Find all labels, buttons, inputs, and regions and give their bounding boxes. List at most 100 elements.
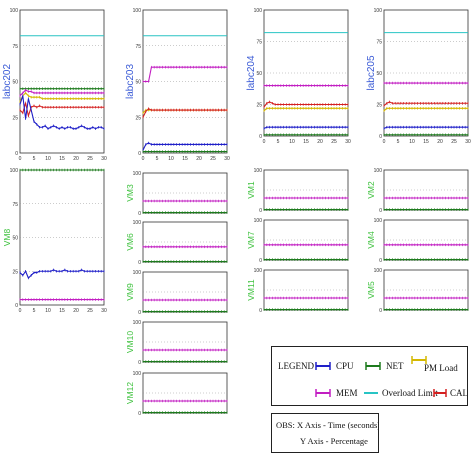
x-tick-label: 5 — [156, 156, 159, 162]
y-tick-label: 100 — [374, 168, 383, 174]
y-tick-label: 0 — [138, 260, 141, 266]
chart-vm12: 0 100 VM12 — [125, 371, 228, 417]
chart-vm3: 0 100 VM3 — [125, 171, 228, 217]
chart-vm11: 0 100 VM11 — [246, 268, 349, 314]
x-tick-label: 5 — [33, 308, 36, 314]
y-tick-label: 25 — [12, 115, 18, 121]
y-tick-label: 75 — [135, 44, 141, 50]
chart-vm10: 0 100 VM10 — [125, 320, 228, 366]
y-tick-label: 100 — [133, 220, 142, 226]
legend-box: LEGEND CPU NET PM Load MEM Overload Limi… — [271, 346, 468, 406]
y-tick-label: 0 — [138, 310, 141, 316]
x-tick-label: 25 — [210, 156, 216, 162]
y-tick-label: 100 — [254, 268, 263, 274]
y-tick-label: 75 — [256, 40, 262, 46]
y-tick-label: 0 — [138, 411, 141, 417]
chart-title: VM7 — [246, 231, 256, 249]
x-tick-label: 20 — [73, 308, 79, 314]
obs-box: OBS: X Axis - Time (seconds) Y Axis - Pe… — [271, 413, 380, 453]
x-tick-label: 30 — [465, 139, 471, 145]
chart-title: VM10 — [125, 331, 135, 353]
x-tick-label: 15 — [59, 308, 65, 314]
chart-title: VM11 — [246, 279, 256, 301]
x-tick-label: 15 — [423, 139, 429, 145]
y-tick-label: 100 — [254, 218, 263, 224]
y-tick-label: 0 — [379, 134, 382, 140]
y-tick-label: 0 — [259, 208, 262, 214]
y-tick-label: 75 — [12, 202, 18, 208]
chart-title: labc204 — [246, 55, 257, 90]
x-tick-label: 5 — [277, 139, 280, 145]
legend-mem: MEM — [336, 388, 358, 398]
x-tick-label: 25 — [451, 139, 457, 145]
chart-title: VM3 — [125, 184, 135, 202]
y-tick-label: 25 — [12, 269, 18, 275]
y-tick-label: 100 — [133, 270, 142, 276]
obs-content: OBS: X Axis - Time (seconds) Y Axis - Pe… — [276, 420, 380, 446]
y-tick-label: 50 — [12, 236, 18, 242]
legend-overload: Overload Limit — [382, 388, 438, 398]
y-tick-label: 50 — [12, 80, 18, 86]
chart-vm4: 0 100 VM4 — [366, 218, 469, 264]
y-tick-label: 100 — [10, 168, 19, 174]
y-tick-label: 0 — [379, 258, 382, 264]
x-tick-label: 0 — [142, 156, 145, 162]
legend-pmload-marker — [411, 356, 427, 364]
y-tick-label: 25 — [256, 103, 262, 109]
y-tick-label: 100 — [254, 168, 263, 174]
legend-net: NET — [386, 361, 404, 371]
chart-title: labc203 — [125, 64, 136, 99]
y-tick-label: 100 — [374, 218, 383, 224]
x-tick-label: 0 — [19, 156, 22, 162]
x-tick-label: 0 — [19, 308, 22, 314]
legend-net-marker — [365, 362, 381, 370]
y-tick-label: 0 — [138, 211, 141, 217]
y-tick-label: 25 — [135, 115, 141, 121]
y-tick-label: 100 — [254, 8, 263, 14]
chart-title: VM6 — [125, 233, 135, 251]
x-tick-label: 0 — [383, 139, 386, 145]
legend-cpu: CPU — [336, 361, 354, 371]
y-tick-label: 0 — [259, 134, 262, 140]
legend-title: LEGEND — [278, 361, 314, 371]
y-tick-label: 0 — [379, 308, 382, 314]
x-tick-label: 10 — [289, 139, 295, 145]
y-tick-label: 50 — [376, 71, 382, 77]
chart-title: VM9 — [125, 283, 135, 301]
y-tick-label: 0 — [259, 308, 262, 314]
legend-pmload: PM Load — [424, 363, 458, 373]
x-tick-label: 25 — [87, 308, 93, 314]
y-tick-label: 0 — [15, 303, 18, 309]
x-tick-label: 30 — [101, 156, 107, 162]
legend-mem-marker — [315, 389, 331, 397]
x-tick-label: 25 — [331, 139, 337, 145]
obs-line1: OBS: X Axis - Time (seconds) — [276, 420, 378, 430]
obs-line2: Y Axis - Percentage — [300, 436, 368, 446]
y-tick-label: 75 — [12, 44, 18, 50]
x-tick-label: 10 — [168, 156, 174, 162]
x-tick-label: 0 — [263, 139, 266, 145]
y-tick-label: 0 — [259, 258, 262, 264]
legend-content: LEGEND CPU NET PM Load MEM Overload Limi… — [278, 356, 468, 398]
x-tick-label: 20 — [73, 156, 79, 162]
chart-title: VM5 — [366, 281, 376, 299]
x-tick-label: 30 — [101, 308, 107, 314]
y-tick-label: 100 — [374, 268, 383, 274]
x-tick-label: 10 — [409, 139, 415, 145]
x-tick-label: 15 — [59, 156, 65, 162]
y-tick-label: 50 — [135, 80, 141, 86]
chart-title: VM8 — [2, 228, 12, 246]
y-tick-label: 0 — [15, 151, 18, 157]
x-tick-label: 5 — [33, 156, 36, 162]
chart-title: VM4 — [366, 231, 376, 249]
y-tick-label: 0 — [138, 360, 141, 366]
x-tick-label: 30 — [345, 139, 351, 145]
y-tick-label: 25 — [376, 103, 382, 109]
x-tick-label: 20 — [437, 139, 443, 145]
x-tick-label: 20 — [196, 156, 202, 162]
y-tick-label: 100 — [133, 171, 142, 177]
chart-vm9: 0 100 VM9 — [125, 270, 228, 316]
legend-cal-marker — [433, 389, 447, 397]
chart-labc204: 0 25 50 75 100 0 5 10 15 20 25 30 labc204 — [246, 8, 351, 145]
chart-vm6: 0 100 VM6 — [125, 220, 228, 266]
